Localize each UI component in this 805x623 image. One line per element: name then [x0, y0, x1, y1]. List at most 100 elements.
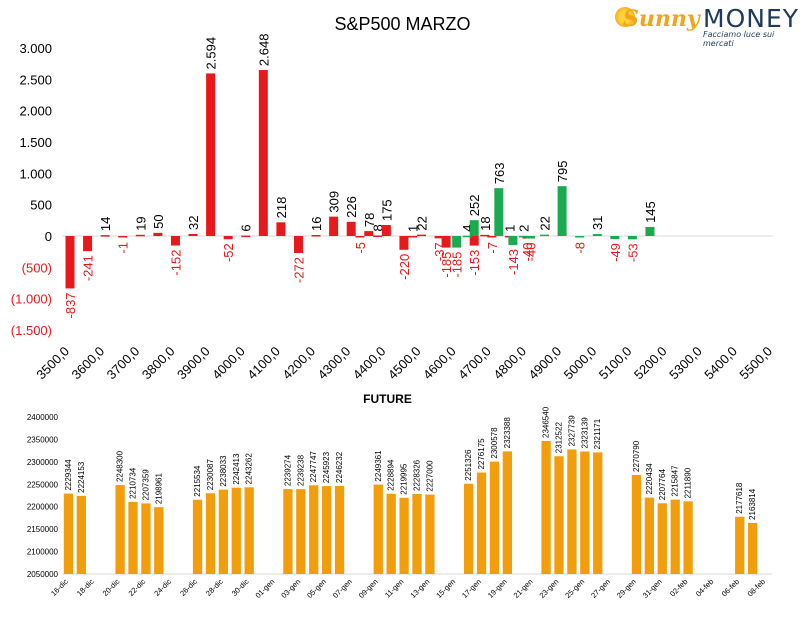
sp500-bar	[469, 220, 479, 236]
future-bar	[541, 440, 551, 574]
sun-icon	[615, 7, 635, 27]
x-tick-label: 5300,0	[666, 344, 705, 383]
future-x-tick-label: 19-gen	[486, 577, 509, 600]
sp500-data-label: 763	[492, 162, 507, 184]
future-bar	[502, 451, 513, 574]
y-tick-label: 500	[30, 198, 52, 213]
future-data-label: 2243262	[245, 453, 254, 485]
sp500-bar	[452, 236, 462, 248]
sp500-bar	[417, 234, 426, 237]
sp500-data-label: -152	[168, 250, 183, 276]
sp500-bar	[557, 186, 567, 236]
future-data-label: 2248300	[116, 450, 125, 482]
sp500-bar	[469, 236, 479, 246]
future-data-label: 2346540	[542, 406, 551, 438]
sp500-bar	[276, 222, 286, 236]
future-x-tick-label: 24-dic	[152, 577, 173, 598]
future-bar	[76, 495, 87, 574]
sp500-data-label: -7	[485, 242, 500, 254]
future-bar	[554, 456, 564, 574]
sp500-data-label: 4	[460, 225, 475, 232]
future-x-tick-label: 27-gen	[589, 577, 612, 600]
future-data-label: 2230087	[206, 459, 215, 491]
sp500-bar	[65, 236, 75, 289]
sp500-bar	[223, 236, 233, 240]
sp500-bar	[83, 236, 93, 252]
sp500-bar-chart: 3.000 2.500 2.000 1.500 1.000 500 0 (500) (1.000…	[11, 34, 775, 383]
future-x-tick-label: 15-gen	[434, 577, 457, 600]
future-x-tick-label: 17-gen	[460, 577, 483, 600]
future-bar	[567, 449, 577, 574]
sp500-bar	[487, 236, 497, 238]
x-tick-label: 4000,0	[209, 344, 248, 383]
sp500-data-label: 2.648	[256, 34, 271, 67]
future-x-tick-label: 23-gen	[538, 577, 561, 600]
sp500-data-label: 1	[502, 225, 517, 232]
future-bar	[373, 484, 383, 574]
future-bar	[476, 472, 487, 574]
sp500-data-label: 6	[239, 224, 254, 231]
future-bar	[296, 489, 306, 574]
future-bar	[489, 461, 500, 574]
x-tick-label: 4200,0	[279, 344, 318, 383]
future-x-tick-label: 16-dic	[49, 577, 70, 598]
sp500-data-label: -241	[81, 255, 96, 281]
future-bar	[735, 516, 745, 574]
sp500-data-label: -220	[397, 254, 412, 280]
future-data-label: 2276175	[477, 438, 486, 470]
future-bar	[63, 493, 74, 574]
sp500-data-label: 50	[151, 214, 166, 228]
future-x-tick-label: 13-gen	[408, 577, 431, 600]
future-data-label: 2251326	[464, 449, 473, 481]
future-bar	[321, 486, 332, 574]
sp500-bar	[364, 231, 374, 236]
future-x-tick-label: 04-feb	[694, 577, 715, 598]
future-x-tick-label: 20-dic	[101, 577, 122, 598]
x-tick-label: 5400,0	[701, 344, 740, 383]
future-x-tick-label: 18-dic	[75, 577, 96, 598]
x-tick-label: 4900,0	[525, 344, 564, 383]
future-y-tick-label: 2350000	[27, 435, 59, 444]
sp500-data-label: -53	[625, 243, 640, 262]
future-y-tick-label: 2100000	[27, 548, 59, 557]
chart-title-future: FUTURE	[363, 392, 412, 406]
sp500-bar	[258, 70, 268, 236]
sp500-bar	[399, 236, 409, 250]
sp500-bar	[434, 236, 444, 239]
sunny-money-logo: Sunny MONEY Facciamo luce sui mercati	[615, 4, 805, 48]
sp500-bar	[610, 236, 620, 240]
sp500-data-label: 2	[516, 225, 531, 232]
sp500-data-label: 22	[415, 216, 430, 230]
sp500-data-label: 32	[186, 216, 201, 230]
future-y-tick-label: 2150000	[27, 525, 59, 534]
future-data-label: 2227000	[425, 460, 434, 492]
y-tick-label: (500)	[22, 260, 52, 275]
y-tick-label: (1.000)	[11, 292, 52, 307]
sp500-bar	[540, 234, 550, 237]
future-bar	[141, 503, 151, 574]
sp500-data-label: 218	[274, 197, 289, 219]
sp500-data-label: 145	[643, 201, 658, 223]
sp500-data-label: -185	[439, 252, 454, 278]
future-data-label: 2163814	[748, 488, 757, 520]
future-bar	[115, 485, 125, 574]
future-data-label: 2228326	[413, 459, 422, 491]
x-tick-label: 4800,0	[490, 344, 529, 383]
sp500-bar	[355, 236, 365, 238]
sp500-data-label: 19	[133, 216, 148, 230]
x-tick-label: 5500,0	[736, 344, 775, 383]
future-data-label: 2323139	[580, 417, 589, 449]
future-x-tick-label: 26-dic	[178, 577, 199, 598]
sp500-bar	[311, 234, 321, 237]
sp500-data-label: 795	[555, 160, 570, 182]
sp500-bar	[293, 236, 303, 254]
future-data-label: 2198961	[154, 472, 163, 504]
sp500-data-label: 226	[344, 196, 359, 218]
future-bar	[425, 494, 435, 574]
y-tick-label: 2.500	[19, 72, 52, 87]
future-x-tick-label: 05-gen	[305, 577, 328, 600]
future-bar	[128, 501, 138, 574]
future-data-label: 2238033	[219, 455, 228, 487]
future-x-tick-label: 21-gen	[512, 577, 535, 600]
sp500-data-label: 22	[538, 216, 553, 230]
